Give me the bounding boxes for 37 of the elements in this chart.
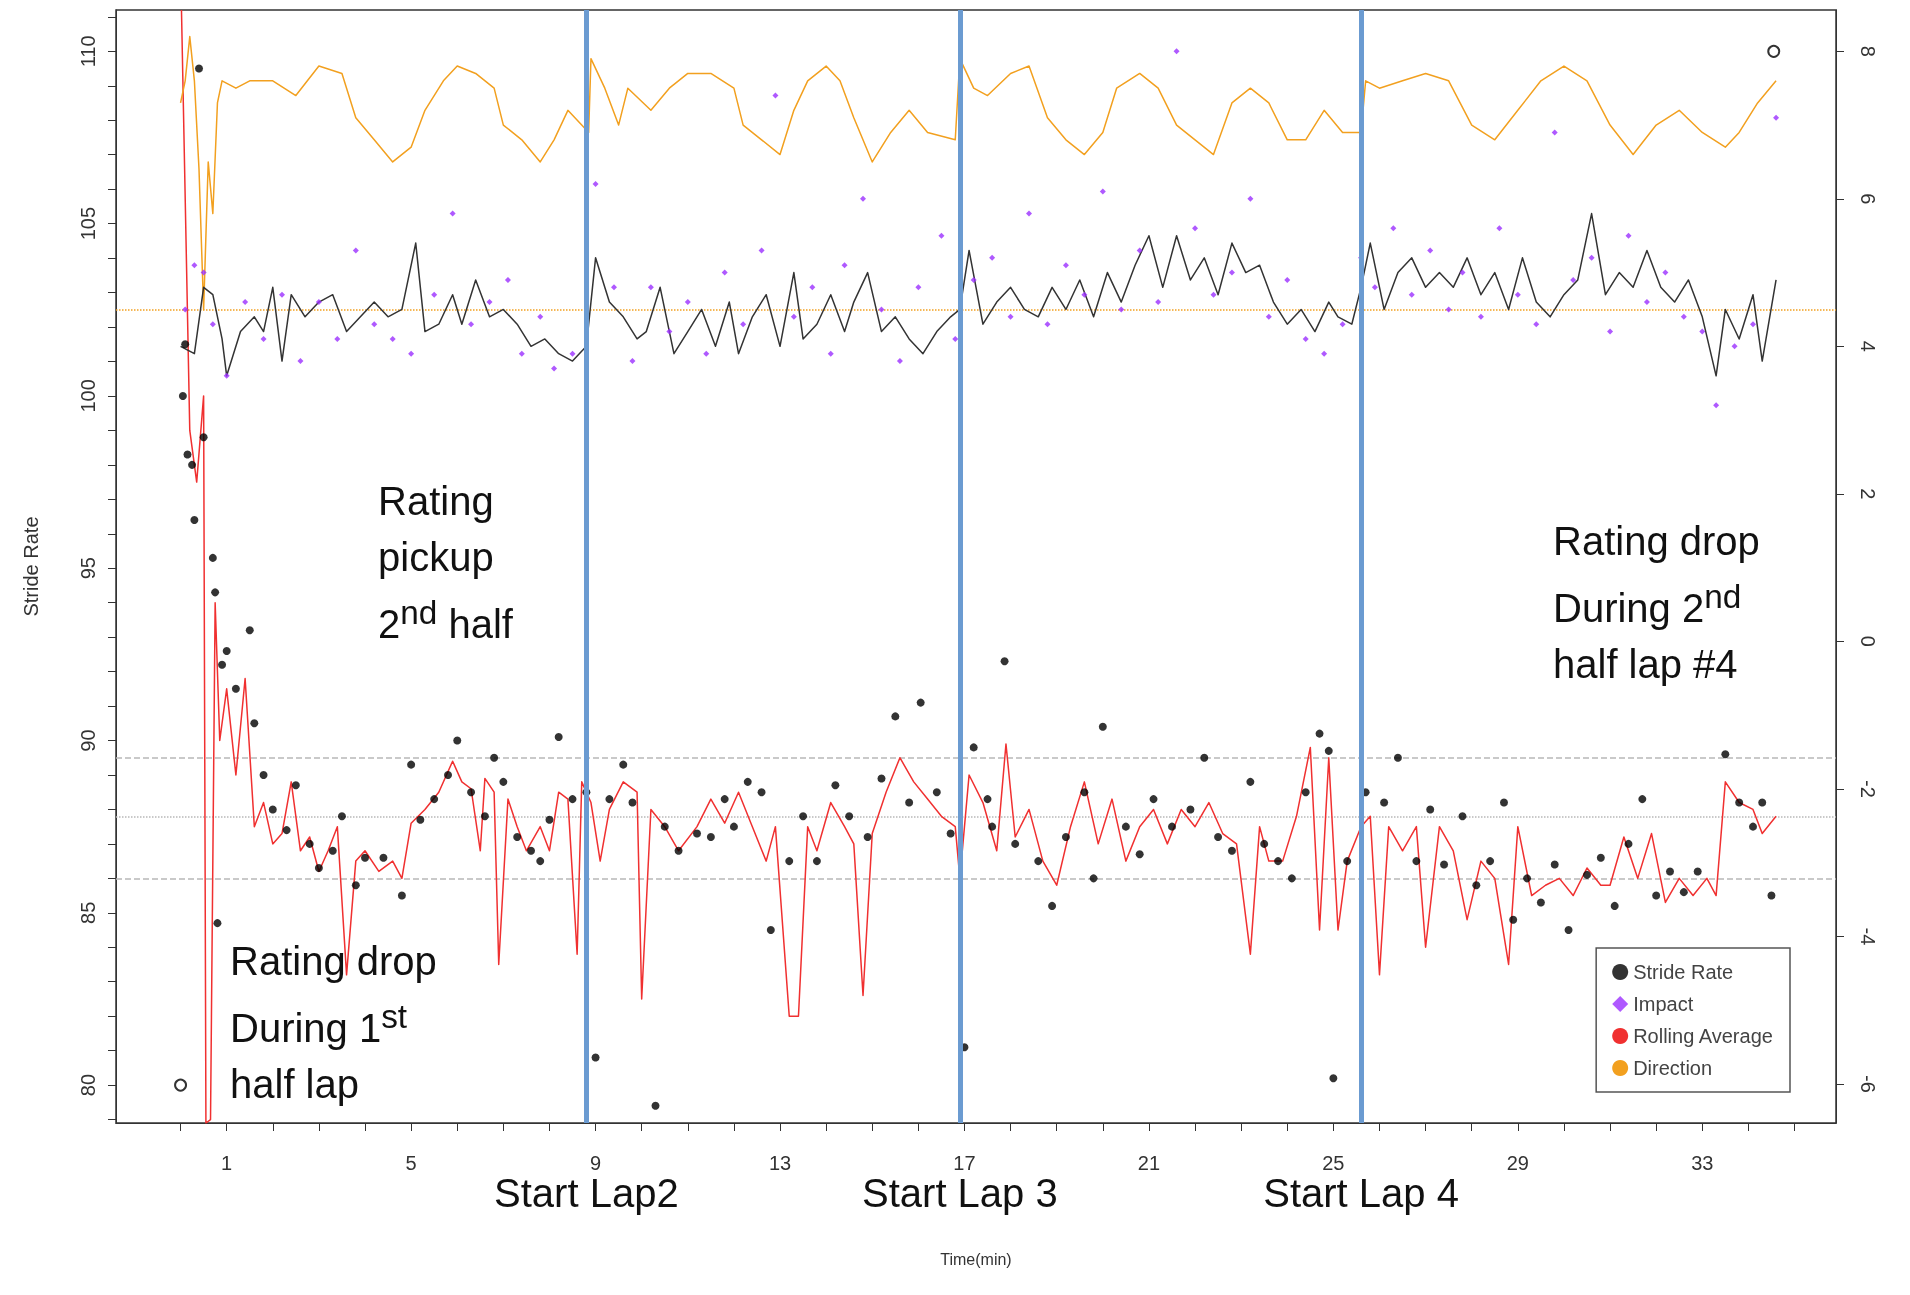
y-tick-label: 95 — [77, 557, 99, 580]
y2-tick-label: 2 — [1857, 488, 1879, 500]
x-tick-label: 5 — [405, 1152, 417, 1174]
y2-tick-label: -6 — [1857, 1075, 1879, 1093]
y2-tick-label: 0 — [1857, 635, 1879, 647]
ref-line-label: Start Lap 3 — [862, 1171, 1058, 1215]
y2-tick-label: -2 — [1857, 779, 1879, 798]
y-tick-label: 100 — [77, 379, 99, 413]
y-tick-label: 110 — [77, 35, 99, 68]
y-tick-label: 90 — [77, 729, 99, 752]
annotation: Rating drop During 1$^{st}$ half lap — [230, 938, 437, 1109]
ref-line-label: Start Lap2 — [494, 1171, 679, 1215]
y-axis-title: Stride Rate — [20, 516, 42, 617]
annotation: Rating pickup 2$^{nd}$ half — [378, 478, 513, 649]
y2-tick-label: 8 — [1857, 45, 1879, 57]
x-tick-label: 21 — [1137, 1152, 1161, 1174]
legend-label: Direction — [1633, 1057, 1713, 1079]
legend-label: Rolling Average — [1633, 1025, 1773, 1047]
x-tick-label: 25 — [1322, 1152, 1345, 1174]
y2-tick-label: 4 — [1857, 340, 1879, 352]
x-tick-label: 17 — [953, 1152, 976, 1174]
y2-tick-label: -4 — [1857, 927, 1879, 946]
y-tick-label: 105 — [77, 206, 99, 241]
legend-label: Stride Rate — [1633, 961, 1734, 983]
y-tick-label: 80 — [77, 1073, 99, 1097]
x-tick-label: 33 — [1691, 1152, 1714, 1174]
ref-line-label: Start Lap 4 — [1263, 1171, 1459, 1215]
line-series — [179, 212, 1777, 377]
y-tick-label: 85 — [77, 901, 99, 924]
x-axis-title: Time(min) — [940, 1250, 1012, 1268]
y2-tick-label: 6 — [1857, 193, 1879, 205]
x-tick-label: 9 — [590, 1152, 602, 1174]
x-tick-label: 13 — [768, 1152, 792, 1174]
x-tick-label: 1 — [221, 1152, 233, 1174]
x-tick-label: 29 — [1506, 1152, 1529, 1174]
legend-label: Impact — [1633, 993, 1694, 1015]
annotation: Rating drop During 2$^{nd}$ half lap #4 — [1553, 518, 1760, 689]
